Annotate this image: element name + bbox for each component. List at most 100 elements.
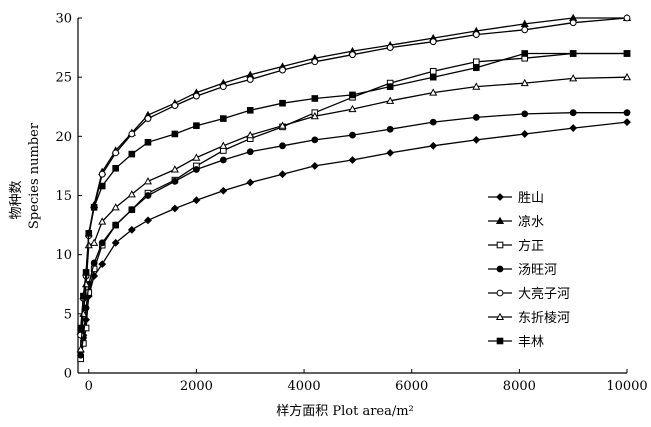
data-point — [98, 260, 107, 269]
data-point — [472, 114, 480, 121]
legend-label: 方正 — [518, 238, 544, 254]
data-point — [111, 203, 120, 211]
data-point — [429, 141, 438, 150]
data-point — [472, 82, 481, 90]
legend-marker — [496, 337, 504, 345]
data-point — [472, 64, 480, 72]
series-line — [80, 112, 627, 356]
data-point — [144, 216, 152, 225]
y-tick-label: 10 — [55, 248, 72, 263]
data-point — [219, 186, 228, 195]
data-point — [171, 177, 179, 185]
data-point — [246, 178, 255, 187]
data-point — [77, 324, 84, 332]
data-point — [128, 130, 136, 138]
data-point — [386, 125, 394, 133]
data-point — [310, 162, 319, 170]
data-point — [98, 182, 106, 190]
data-point — [219, 83, 227, 91]
data-point — [98, 239, 106, 247]
y-tick-label: 15 — [55, 189, 72, 204]
legend-item-6: 东折棱河 — [488, 310, 570, 326]
y-axis-label-en: Species number — [27, 122, 42, 229]
data-point — [127, 225, 136, 234]
legend-label: 汤旺河 — [518, 263, 557, 278]
data-point — [349, 51, 356, 59]
data-point — [98, 170, 106, 178]
data-point — [90, 259, 98, 267]
y-tick-label: 30 — [55, 12, 72, 27]
data-point — [128, 206, 136, 214]
data-point — [310, 111, 319, 120]
series-7 — [77, 50, 631, 332]
data-point — [111, 238, 120, 247]
series-layer — [76, 13, 632, 363]
x-tick-label: 2000 — [180, 379, 213, 394]
legend-marker — [496, 289, 504, 297]
series-6 — [76, 72, 632, 353]
data-point — [80, 292, 87, 300]
data-point — [127, 190, 136, 198]
data-point — [279, 142, 286, 150]
y-tick-label: 25 — [55, 71, 72, 86]
data-point — [192, 196, 201, 205]
data-point — [569, 74, 578, 82]
y-tick-label: 0 — [64, 367, 72, 382]
data-point — [246, 76, 254, 83]
data-point — [112, 221, 120, 229]
data-point — [193, 122, 200, 129]
legend-marker — [496, 241, 504, 249]
data-point — [623, 14, 631, 22]
legend-label: 东折棱河 — [518, 310, 570, 326]
data-point — [311, 136, 319, 144]
data-point — [246, 130, 255, 139]
data-point — [429, 67, 437, 75]
data-point — [219, 141, 228, 149]
series-line — [80, 52, 627, 329]
data-point — [386, 96, 395, 104]
data-point — [472, 135, 481, 144]
data-point — [246, 107, 254, 114]
y-tick-label: 20 — [55, 130, 72, 145]
data-point — [569, 50, 577, 57]
legend-label: 凉水 — [518, 215, 544, 230]
legend-marker — [496, 265, 504, 273]
data-point — [170, 204, 179, 213]
data-point — [82, 269, 90, 276]
data-point — [311, 95, 319, 102]
data-point — [279, 99, 286, 107]
data-point — [348, 156, 357, 164]
data-point — [386, 44, 394, 51]
legend-item-1: 胜山 — [488, 191, 544, 206]
data-point — [220, 115, 227, 122]
y-tick-label: 5 — [64, 307, 72, 322]
data-point — [219, 156, 227, 164]
data-point — [520, 78, 529, 87]
data-point — [85, 230, 93, 237]
data-point — [144, 138, 152, 146]
ticks: 0 2000 4000 6000 8000 10000 0 5 10 15 20 25 30 — [55, 12, 647, 395]
data-point — [84, 240, 93, 249]
data-point — [472, 58, 480, 66]
data-point — [623, 118, 631, 127]
legend-label: 大亮子河 — [518, 286, 570, 302]
data-point — [311, 58, 319, 66]
series-4 — [77, 109, 631, 359]
data-point — [520, 130, 529, 138]
series-line — [80, 52, 627, 359]
data-point — [77, 351, 85, 359]
data-point — [193, 166, 200, 173]
legend-item-2: 凉水 — [488, 215, 544, 230]
data-point — [279, 66, 286, 74]
data-point — [144, 115, 152, 122]
legend-item-7: 丰林 — [488, 335, 544, 350]
legend-label: 胜山 — [518, 191, 544, 206]
data-point — [171, 102, 179, 109]
data-point — [171, 130, 179, 138]
data-point — [170, 165, 179, 173]
data-point — [98, 217, 107, 225]
data-point — [193, 92, 200, 100]
data-point — [521, 26, 529, 34]
data-point — [569, 19, 577, 27]
